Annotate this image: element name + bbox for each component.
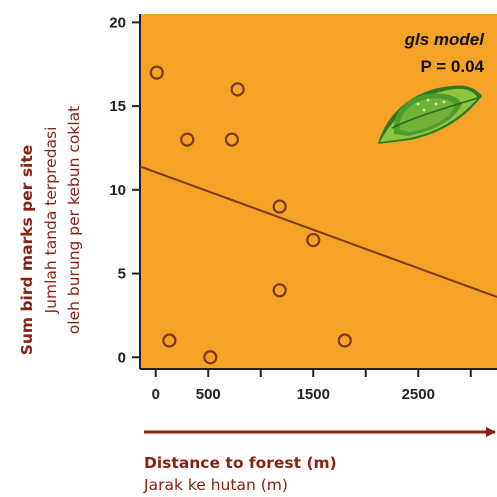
y-tick-label: 5 [118, 266, 126, 283]
y-tick-label: 10 [109, 182, 126, 199]
x-tick-label: 2500 [402, 386, 435, 403]
data-points [149, 65, 352, 365]
y-ticks: 0 5 10 15 20 [109, 14, 140, 366]
x-ticks: 0 500 1500 2500 [152, 369, 472, 403]
x-tick-label: 0 [152, 386, 160, 403]
data-point [203, 350, 218, 365]
data-point [162, 333, 177, 348]
data-point [272, 283, 287, 298]
data-point [180, 132, 195, 147]
x-tick-label: 500 [196, 386, 221, 403]
y-tick-label: 20 [109, 14, 126, 31]
data-point [306, 232, 321, 248]
regression-line [139, 165, 497, 298]
data-point [272, 199, 287, 214]
x-tick-label: 1500 [297, 386, 330, 403]
model-label: gls model [404, 30, 486, 49]
y-axis-subtitle-line2: oleh burung per kebun coklat [65, 106, 83, 334]
plot-background [140, 14, 497, 369]
x-axis-subtitle: Jarak ke hutan (m) [143, 476, 288, 494]
p-value-label: P = 0.04 [421, 57, 485, 76]
y-axis-subtitle-line1: Jumlah tanda terpredasi [42, 127, 60, 315]
data-point [337, 333, 352, 348]
x-axis-title: Distance to forest (m) [144, 454, 337, 472]
data-point [230, 82, 245, 97]
y-tick-label: 15 [109, 98, 126, 115]
y-axis-title: Sum bird marks per site [18, 145, 36, 356]
data-point [149, 65, 164, 80]
leaf-icon [378, 85, 482, 144]
y-tick-label: 0 [118, 349, 126, 366]
data-point [224, 132, 239, 147]
